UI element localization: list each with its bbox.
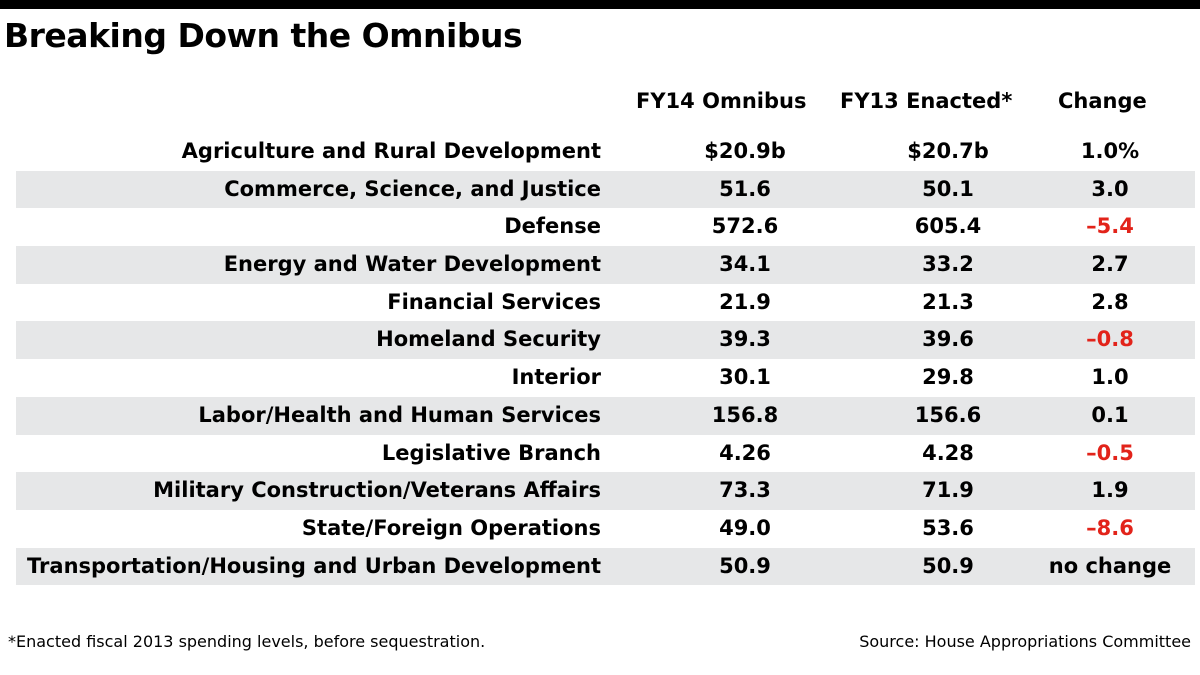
fy14-value: 34.1 (719, 252, 771, 277)
chart-title: Breaking Down the Omnibus (4, 16, 523, 55)
fy14-value: 30.1 (719, 365, 771, 390)
fy13-value: $20.7b (907, 139, 989, 163)
table-row: Transportation/Housing and Urban Develop… (16, 547, 1195, 586)
fy14-value: 572.6 (711, 214, 779, 239)
row-label: State/Foreign Operations (301, 515, 601, 540)
fy14-value: 73.3 (719, 478, 771, 503)
fy13-value: 4.28 (922, 440, 974, 465)
change-value: 1.9 (1091, 478, 1129, 503)
row-label: Commerce, Science, and Justice (224, 176, 601, 201)
fy14-value: 49.0 (719, 515, 771, 540)
row-label: Legislative Branch (381, 440, 601, 465)
fy13-value: 50.9 (922, 553, 974, 578)
row-label: Military Construction/Veterans Affairs (153, 478, 601, 503)
fy14-value: 51.6 (719, 176, 771, 201)
change-value: no change (1048, 553, 1172, 578)
fy14-value: 39.3 (719, 327, 771, 352)
fy14-value: $20.9b (704, 139, 786, 163)
change-value: 2.7 (1091, 252, 1129, 277)
fy13-value: 156.6 (914, 402, 982, 427)
table-row: Military Construction/Veterans Affairs 73… (16, 472, 1195, 510)
fy13-value: 71.9 (922, 478, 974, 503)
change-value: 2.8 (1091, 289, 1129, 314)
row-label: Interior (511, 365, 601, 390)
change-value: 3.0 (1091, 176, 1129, 201)
fy13-value: 29.8 (922, 365, 974, 390)
table-row: Agriculture and Rural Development $20.9b $… (16, 133, 1195, 171)
footnote: *Enacted fiscal 2013 spending levels, be… (8, 632, 486, 651)
change-value: –8.6 (1086, 515, 1134, 540)
change-value: 1.0% (1080, 139, 1140, 163)
row-label: Energy and Water Development (223, 252, 601, 277)
column-header-change: Change (1058, 89, 1147, 113)
row-label: Labor/Health and Human Services (198, 402, 601, 427)
fy13-value: 605.4 (914, 214, 982, 239)
source-note: Source: House Appropriations Committee (859, 632, 1191, 651)
fy13-value: 39.6 (922, 327, 974, 352)
fy14-value: 156.8 (711, 402, 779, 427)
table-row: Homeland Security 39.3 39.6 –0.8 (16, 321, 1195, 360)
change-value: 0.1 (1091, 402, 1129, 427)
change-value: –5.4 (1086, 214, 1134, 239)
row-label: Financial Services (387, 289, 601, 314)
fy13-value: 53.6 (922, 515, 974, 540)
row-label: Agriculture and Rural Development (181, 139, 601, 163)
top-rule (0, 0, 1200, 9)
table-row: State/Foreign Operations 49.0 53.6 –8.6 (16, 510, 1195, 548)
fy13-value: 21.3 (922, 289, 974, 314)
change-value: 1.0 (1091, 365, 1129, 390)
fy13-value: 50.1 (922, 176, 974, 201)
table-row: Legislative Branch 4.26 4.28 –0.5 (16, 435, 1195, 473)
change-value: –0.8 (1086, 327, 1134, 352)
table-row: Commerce, Science, and Justice 51.6 50.1 3.… (16, 170, 1195, 209)
column-header-fy14: FY14 Omnibus (636, 89, 807, 113)
row-label: Defense (504, 214, 601, 239)
fy14-value: 50.9 (719, 553, 771, 578)
table-row: Defense 572.6 605.4 –5.4 (16, 208, 1195, 246)
table-row: Financial Services 21.9 21.3 2.8 (16, 284, 1195, 322)
fy14-value: 4.26 (719, 440, 771, 465)
data-table: Agriculture and Rural Development $20.9b $… (16, 133, 1195, 586)
table-row: Energy and Water Development 34.1 33.2 2.7 (16, 246, 1195, 284)
table-row: Interior 30.1 29.8 1.0 (16, 359, 1195, 397)
row-label: Homeland Security (376, 327, 601, 352)
change-value: –0.5 (1086, 440, 1134, 465)
fy14-value: 21.9 (719, 289, 771, 314)
column-header-fy13: FY13 Enacted* (840, 89, 1013, 113)
table-row: Labor/Health and Human Services 156.8 156.… (16, 396, 1195, 435)
row-label: Transportation/Housing and Urban Develop… (27, 553, 601, 578)
fy13-value: 33.2 (922, 252, 974, 277)
